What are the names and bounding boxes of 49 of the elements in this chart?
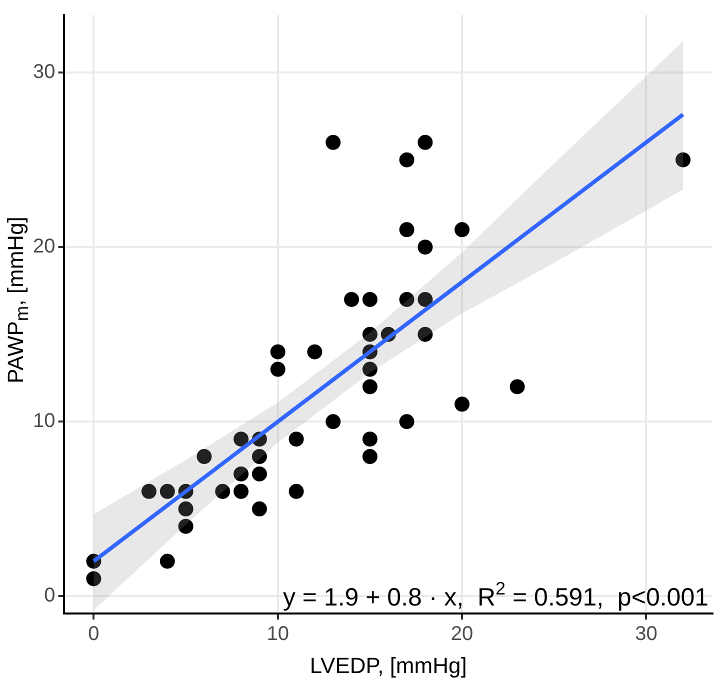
y-tick-label: 0 [44, 584, 56, 607]
point [252, 466, 267, 482]
point [399, 414, 414, 430]
point [215, 484, 230, 499]
x-tick-label: 30 [635, 623, 658, 646]
point [399, 152, 414, 168]
point [252, 501, 267, 516]
point [362, 432, 378, 447]
point [288, 484, 304, 499]
point [418, 326, 433, 342]
point [510, 379, 525, 394]
point [270, 344, 286, 360]
point [418, 240, 433, 255]
point [234, 466, 249, 482]
point [252, 449, 267, 464]
point [418, 134, 433, 150]
point [362, 449, 378, 464]
y-tick-label: 10 [32, 410, 56, 432]
point [178, 501, 194, 516]
point [454, 396, 470, 412]
point [234, 484, 249, 499]
point [344, 292, 360, 307]
point [160, 484, 175, 499]
point [270, 362, 286, 377]
y-tick-label: 30 [32, 61, 56, 84]
point [326, 414, 341, 430]
point [362, 379, 378, 394]
point [326, 134, 341, 150]
point [196, 449, 212, 464]
point [454, 222, 470, 238]
x-tick-label: 10 [266, 623, 289, 646]
y-tick-label: 20 [32, 236, 56, 258]
x-axis-title: LVEDP, [mmHg] [310, 652, 467, 678]
point [399, 222, 414, 238]
point [307, 344, 322, 360]
point [234, 432, 249, 447]
point [160, 554, 175, 569]
point [399, 292, 414, 307]
point [362, 292, 378, 307]
point [362, 326, 378, 342]
x-tick-label: 20 [450, 623, 474, 646]
point [676, 152, 691, 168]
x-tick-label: 0 [88, 623, 100, 646]
point [86, 571, 102, 586]
point [178, 518, 194, 534]
point [141, 484, 156, 499]
point [288, 432, 304, 447]
point [418, 292, 433, 307]
point [362, 362, 378, 377]
